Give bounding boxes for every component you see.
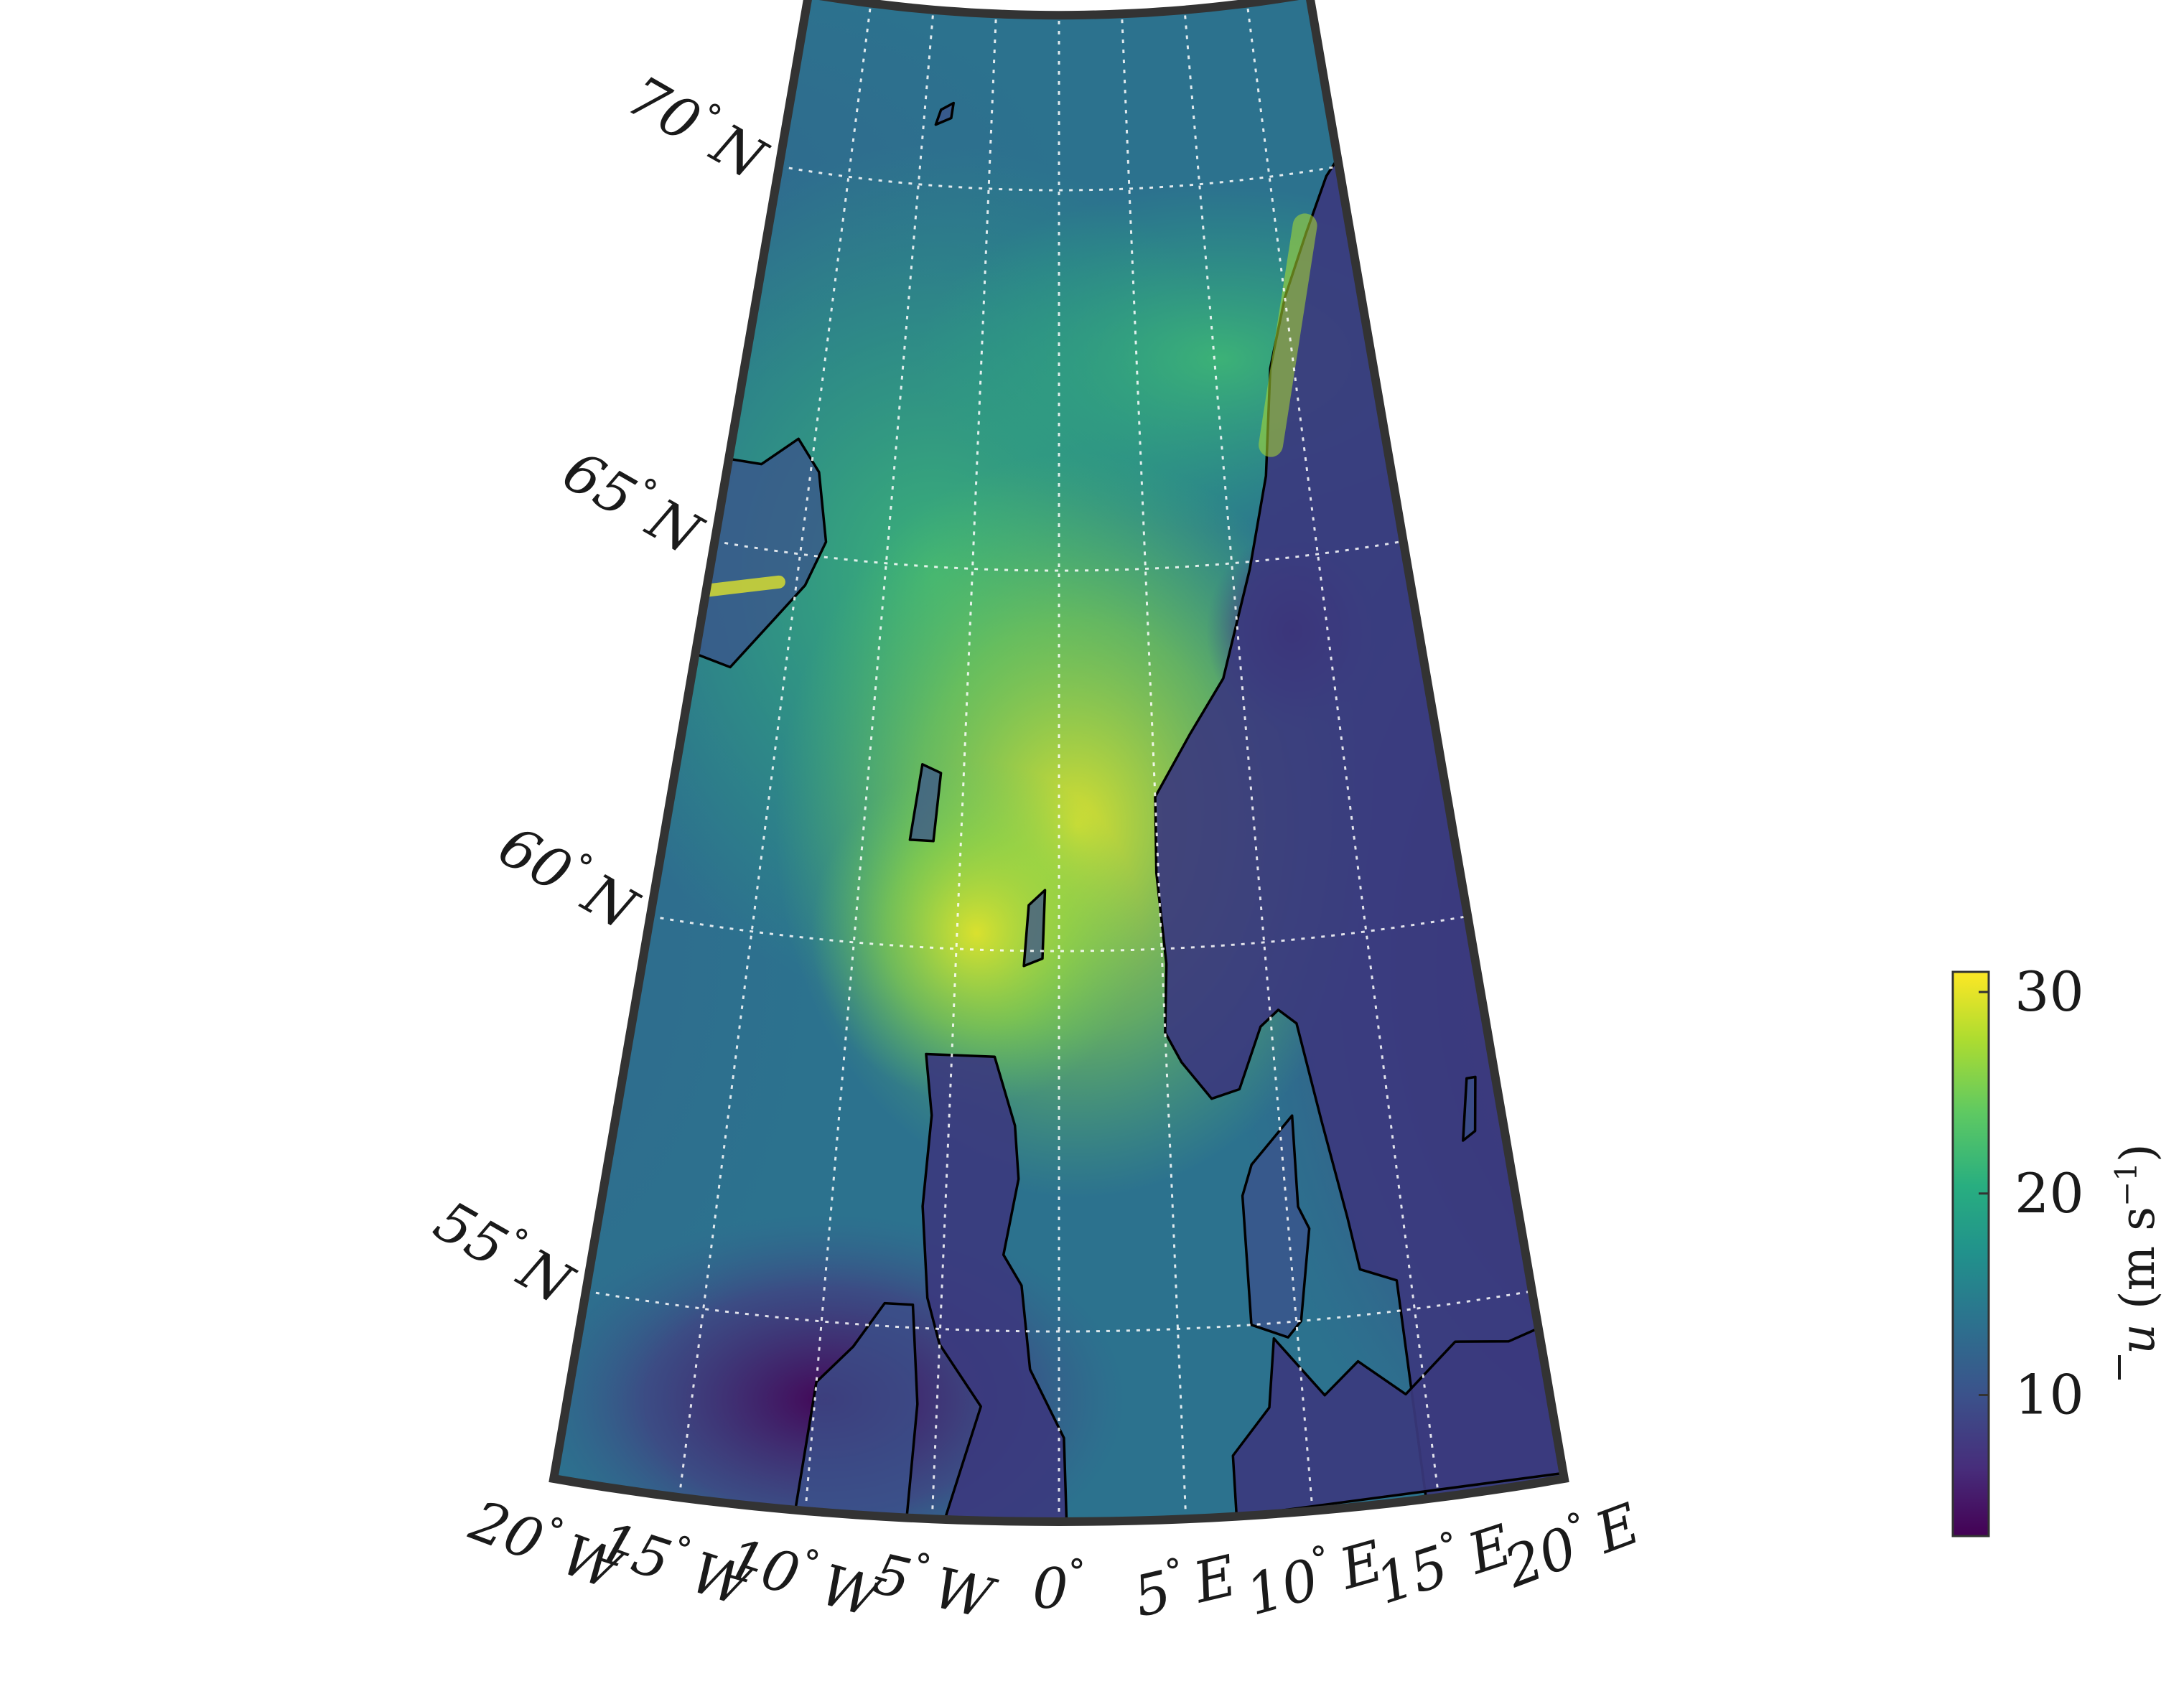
colorbar-label-symbol: u [2110, 1324, 2165, 1354]
lat-label-65: 65°N [552, 434, 715, 568]
lon-label-e5: 5°E [1127, 1539, 1243, 1630]
colorbar-label-unit: (m s [2110, 1207, 2165, 1309]
lon-label-w10: 10°W [720, 1522, 892, 1632]
lon-label-e10: 10°E [1238, 1524, 1390, 1628]
jan-mayen-coastline [934, 101, 955, 126]
graticule [585, 3, 1533, 1522]
lat-label-55: 55°N [424, 1184, 587, 1319]
gotland-coastline [1462, 1075, 1477, 1142]
denmark-coastline [1241, 1114, 1311, 1339]
parallel-60 [650, 915, 1468, 952]
colorbar-tick-20: 20 [2015, 1161, 2084, 1225]
colorbar-tick-10: 10 [2015, 1363, 2084, 1427]
parallel-55 [585, 1290, 1533, 1333]
lon-label-w5: 5°W [867, 1537, 1003, 1633]
colorbar-tick-30: 30 [2015, 960, 2084, 1024]
colorbar-gradient [1951, 970, 1990, 1537]
lat-label-60: 60°N [488, 810, 651, 944]
lon-label-e20: 20°E [1494, 1487, 1648, 1601]
svg-text:u(m s−1): u (m s−1) [2109, 1143, 2165, 1354]
colorbar-label: u (m s−1) [2109, 1143, 2165, 1380]
norway-wind-jet [1259, 213, 1317, 457]
parallel-70 [778, 165, 1340, 192]
ireland-coastline [793, 1301, 919, 1520]
faroe-islands-coastline [908, 763, 943, 843]
scotland-england-coastline [921, 1052, 1068, 1522]
colorbar: 10 20 30 u (m s−1) [1951, 960, 2165, 1537]
colorbar-label-exponent: −1 [2109, 1162, 2144, 1207]
lon-label-e15: 15°E [1367, 1508, 1520, 1617]
map-frame [549, 0, 1569, 1527]
lat-label-70: 70°N [617, 60, 780, 194]
colorbar-ticks: 10 20 30 [1979, 960, 2084, 1427]
shetland-coastline [1022, 889, 1047, 968]
lon-label-0: 0° [1032, 1552, 1086, 1621]
colorbar-label-close: ) [2110, 1143, 2165, 1162]
